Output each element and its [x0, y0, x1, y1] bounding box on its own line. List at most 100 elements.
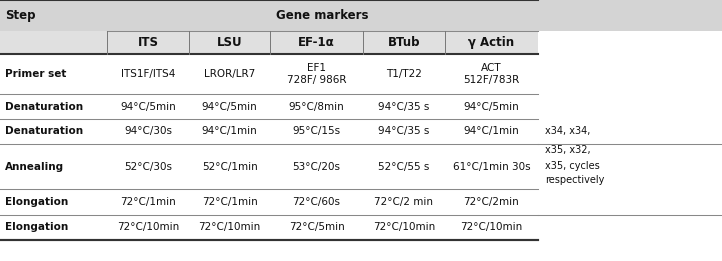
Text: 52°C/1min: 52°C/1min — [201, 162, 258, 172]
Bar — [445, 189, 538, 215]
Text: LROR/LR7: LROR/LR7 — [204, 69, 255, 79]
Bar — [445, 54, 538, 94]
Text: 72°C/5min: 72°C/5min — [289, 222, 344, 232]
Text: Step: Step — [5, 9, 35, 22]
Text: 72°C/10min: 72°C/10min — [460, 222, 523, 232]
Text: EF-1α: EF-1α — [298, 36, 335, 49]
Bar — [270, 144, 363, 189]
Bar — [445, 94, 538, 119]
Bar — [538, 0, 722, 31]
Text: 94°C/35 s: 94°C/35 s — [378, 102, 430, 112]
Bar — [363, 94, 445, 119]
Text: 72°C/60s: 72°C/60s — [292, 197, 341, 207]
Text: 94°C/30s: 94°C/30s — [124, 126, 172, 137]
Bar — [189, 54, 270, 94]
Bar — [107, 144, 189, 189]
Bar — [538, 119, 722, 144]
Text: 72°C/10min: 72°C/10min — [199, 222, 261, 232]
Text: 52°C/55 s: 52°C/55 s — [378, 162, 430, 172]
Text: 95°C/15s: 95°C/15s — [292, 126, 341, 137]
Bar — [445, 0, 538, 31]
Bar — [0, 94, 107, 119]
Text: 94°C/5min: 94°C/5min — [120, 102, 176, 112]
Bar — [107, 119, 189, 144]
Bar — [0, 144, 107, 189]
Bar — [0, 54, 107, 94]
Bar — [363, 0, 445, 31]
Bar — [107, 94, 189, 119]
Text: 94°C/1min: 94°C/1min — [464, 126, 519, 137]
Bar — [107, 0, 189, 31]
Text: 52°C/30s: 52°C/30s — [124, 162, 172, 172]
Bar — [189, 189, 270, 215]
Text: 72°C/10min: 72°C/10min — [373, 222, 435, 232]
Text: 53°C/20s: 53°C/20s — [292, 162, 341, 172]
Text: Gene markers: Gene markers — [276, 9, 369, 22]
Text: Elongation: Elongation — [5, 222, 69, 232]
Bar — [445, 31, 538, 54]
Bar — [538, 189, 722, 215]
Bar — [189, 31, 270, 54]
Text: BTub: BTub — [388, 36, 420, 49]
Bar — [363, 215, 445, 240]
Text: T1/T22: T1/T22 — [386, 69, 422, 79]
Text: 61°C/1min 30s: 61°C/1min 30s — [453, 162, 530, 172]
Bar — [363, 189, 445, 215]
Text: x35, cycles: x35, cycles — [545, 161, 600, 171]
Text: Denaturation: Denaturation — [5, 126, 83, 137]
Bar — [445, 215, 538, 240]
Text: ITS1F/ITS4: ITS1F/ITS4 — [121, 69, 175, 79]
Text: Denaturation: Denaturation — [5, 102, 83, 112]
Bar — [538, 215, 722, 240]
Bar — [270, 94, 363, 119]
Bar — [0, 119, 107, 144]
Text: 94°C/5min: 94°C/5min — [464, 102, 519, 112]
Bar — [189, 119, 270, 144]
Text: x35, x32,: x35, x32, — [545, 145, 591, 155]
Text: 72°C/1min: 72°C/1min — [201, 197, 258, 207]
Bar — [363, 119, 445, 144]
Text: LSU: LSU — [217, 36, 243, 49]
Text: 95°C/8min: 95°C/8min — [289, 102, 344, 112]
Bar — [189, 144, 270, 189]
Bar — [189, 94, 270, 119]
Text: EF1
728F/ 986R: EF1 728F/ 986R — [287, 63, 347, 85]
Bar — [363, 31, 445, 54]
Text: Annealing: Annealing — [5, 162, 64, 172]
Bar — [107, 189, 189, 215]
Bar — [107, 215, 189, 240]
Bar — [270, 0, 363, 31]
Bar — [0, 189, 107, 215]
Bar — [270, 31, 363, 54]
Text: γ Actin: γ Actin — [469, 36, 514, 49]
Bar — [270, 119, 363, 144]
Bar — [538, 54, 722, 94]
Bar — [189, 0, 270, 31]
Bar — [538, 144, 722, 189]
Text: 72°C/1min: 72°C/1min — [120, 197, 176, 207]
Bar — [538, 94, 722, 119]
Bar — [0, 31, 107, 54]
Bar — [363, 54, 445, 94]
Text: 94°C/35 s: 94°C/35 s — [378, 126, 430, 137]
Bar — [445, 119, 538, 144]
Bar — [107, 31, 189, 54]
Bar — [189, 215, 270, 240]
Text: 72°C/2min: 72°C/2min — [464, 197, 519, 207]
Text: ITS: ITS — [137, 36, 159, 49]
Bar — [270, 215, 363, 240]
Text: 94°C/5min: 94°C/5min — [201, 102, 258, 112]
Text: Elongation: Elongation — [5, 197, 69, 207]
Bar — [363, 144, 445, 189]
Text: ACT
512F/783R: ACT 512F/783R — [464, 63, 519, 85]
Text: 72°C/2 min: 72°C/2 min — [375, 197, 433, 207]
Bar — [0, 215, 107, 240]
Bar — [270, 54, 363, 94]
Bar — [270, 189, 363, 215]
Text: x34, x34,: x34, x34, — [545, 126, 591, 137]
Text: respectively: respectively — [545, 175, 604, 185]
Bar — [445, 144, 538, 189]
Bar — [107, 54, 189, 94]
Text: 72°C/10min: 72°C/10min — [117, 222, 179, 232]
Text: 94°C/1min: 94°C/1min — [201, 126, 258, 137]
